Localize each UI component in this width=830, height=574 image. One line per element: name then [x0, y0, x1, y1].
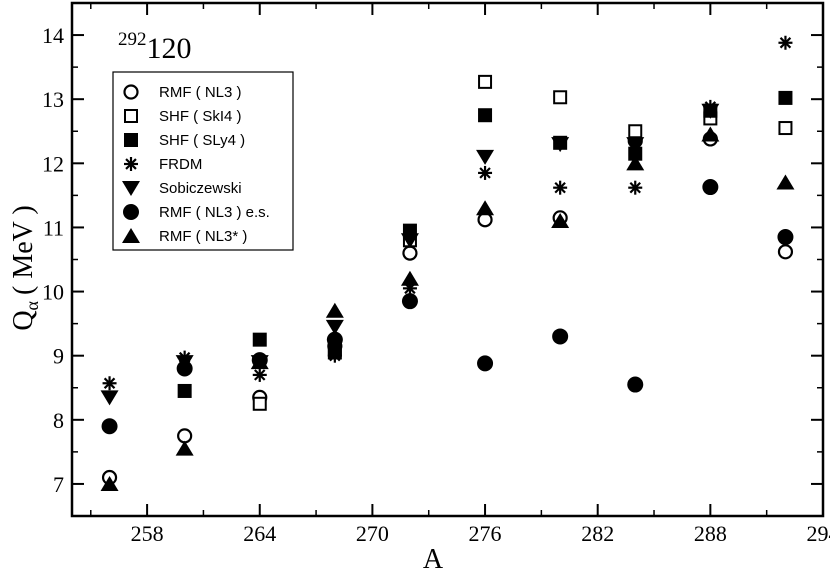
legend-label: SHF ( SkI4 ) [159, 108, 242, 125]
legend-label: SHF ( SLy4 ) [159, 132, 245, 149]
data-point [553, 180, 568, 195]
y-tick-label: 9 [53, 344, 64, 369]
data-point [478, 165, 493, 180]
y-tick-label: 13 [42, 87, 64, 112]
y-tick-label: 14 [42, 23, 64, 48]
legend: RMF ( NL3 ) SHF ( SkI4 ) SHF ( SLy4 ) FRDM S… [122, 84, 270, 245]
x-tick-label: 294 [807, 521, 830, 546]
data-point [476, 200, 495, 216]
legend-box [112, 71, 294, 251]
data-point [177, 383, 192, 398]
x-tick-label: 276 [469, 521, 502, 546]
data-point [778, 121, 793, 136]
y-axis-label-subscript: α [22, 300, 42, 310]
data-point [100, 475, 119, 491]
legend-label: Sobiczewski [159, 180, 242, 197]
y-tick-label: 10 [42, 280, 64, 305]
data-point [325, 302, 344, 318]
legend-marker [124, 133, 138, 147]
data-point [177, 428, 193, 444]
data-point [701, 103, 720, 119]
data-point [252, 367, 267, 382]
data-point [102, 376, 117, 391]
legend-label: RMF ( NL3 ) e.s. [159, 204, 270, 221]
data-point [627, 376, 644, 393]
nucleus-mass-number: 292 [118, 29, 147, 50]
legend-marker [124, 157, 138, 171]
y-axis-label: Qα ( MeV ) [8, 205, 42, 330]
data-point [101, 418, 118, 435]
x-tick-label: 282 [581, 521, 614, 546]
axis-ticks [72, 2, 824, 517]
data-points [100, 35, 795, 491]
legend-marker [122, 181, 140, 196]
data-point [476, 149, 495, 165]
nucleus-annotation: 292120 [118, 29, 192, 65]
axis-tick-labels: 258 264 270 276 282 288 294 7 8 9 10 11 12 13 14 [42, 23, 830, 546]
x-tick-label: 258 [131, 521, 164, 546]
data-point [628, 146, 643, 161]
legend-marker [124, 109, 138, 123]
data-point [626, 137, 645, 153]
x-axis-label: A [423, 544, 444, 574]
y-axis-label-unit: ( MeV ) [8, 205, 39, 295]
data-point [552, 328, 569, 345]
y-axis-label-main: Q [8, 310, 39, 330]
legend-marker [123, 204, 139, 220]
data-point [325, 319, 344, 335]
data-point [553, 90, 568, 105]
series-6 [100, 126, 795, 491]
data-point [777, 244, 794, 260]
data-point [778, 35, 793, 50]
data-point [100, 390, 119, 406]
data-point [175, 440, 194, 456]
y-tick-label: 8 [53, 408, 64, 433]
data-point [478, 108, 493, 123]
x-tick-label: 288 [694, 521, 727, 546]
data-point [252, 332, 267, 347]
nucleus-element-number: 120 [147, 32, 192, 65]
y-tick-label: 11 [43, 215, 64, 240]
data-point [176, 360, 193, 377]
legend-label: FRDM [159, 156, 202, 173]
data-point [701, 126, 720, 142]
y-tick-label: 12 [42, 151, 64, 176]
data-point [551, 137, 570, 153]
data-point [250, 354, 269, 370]
legend-marker [122, 228, 140, 243]
data-point [400, 270, 419, 286]
svg-text:Qα( MeV ): Qα ( MeV ) [8, 205, 42, 330]
data-point [477, 355, 494, 372]
data-point [326, 331, 343, 348]
data-point [252, 396, 267, 411]
data-point [327, 348, 342, 363]
data-point [776, 174, 795, 190]
data-point [551, 213, 570, 229]
data-point [628, 180, 643, 195]
legend-marker [123, 84, 139, 100]
data-point [402, 245, 418, 261]
x-tick-label: 264 [243, 521, 276, 546]
data-point [400, 233, 419, 249]
legend-label: RMF ( NL3 ) [159, 84, 242, 101]
legend-label: RMF ( NL3* ) [159, 228, 247, 245]
data-point [626, 155, 645, 171]
data-point [401, 293, 418, 310]
data-point [778, 90, 793, 105]
data-point [628, 124, 643, 139]
data-point [777, 229, 794, 246]
x-tick-label: 270 [356, 521, 389, 546]
data-point [478, 74, 493, 89]
data-point [702, 179, 719, 196]
y-tick-label: 7 [53, 472, 64, 497]
